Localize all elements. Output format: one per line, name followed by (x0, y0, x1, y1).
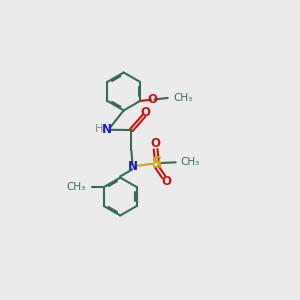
Text: CH₃: CH₃ (174, 93, 193, 103)
Text: CH₃: CH₃ (181, 158, 200, 167)
Text: O: O (161, 176, 172, 188)
Text: N: N (128, 160, 138, 173)
Text: O: O (140, 106, 150, 119)
Text: H: H (95, 124, 103, 134)
Text: O: O (147, 93, 157, 106)
Text: N: N (102, 123, 112, 136)
Text: O: O (151, 137, 160, 150)
Text: CH₃: CH₃ (66, 182, 86, 192)
Text: S: S (152, 156, 162, 171)
